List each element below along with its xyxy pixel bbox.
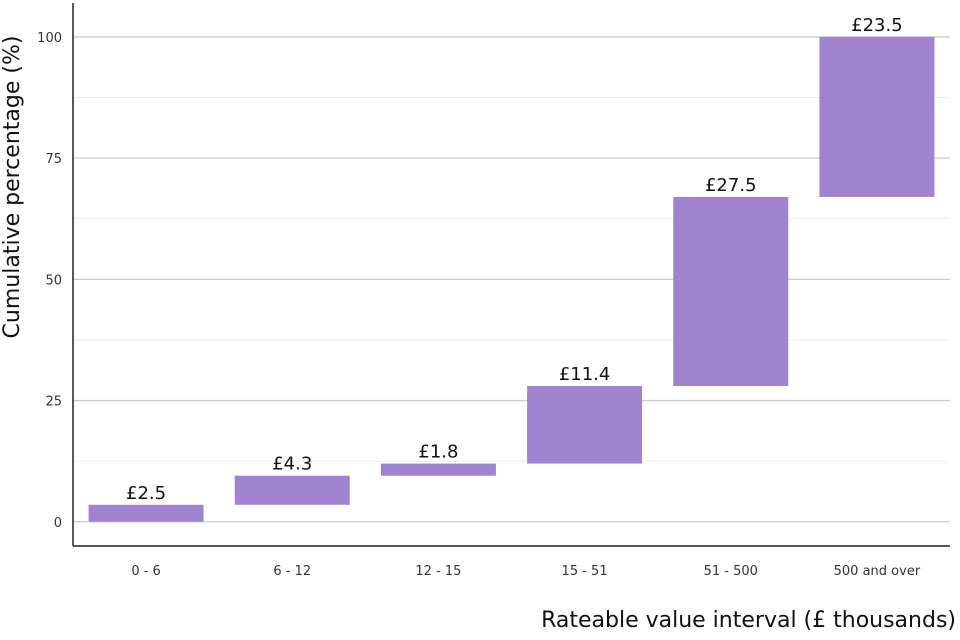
- bar-layer: [88, 36, 935, 522]
- y-tick-label: 50: [45, 273, 62, 288]
- bar-value-label: £11.4: [559, 364, 611, 385]
- x-axis-title: Rateable value interval (£ thousands): [541, 608, 956, 633]
- x-tick-label: 500 and over: [834, 564, 921, 579]
- bar: [527, 386, 643, 464]
- x-tick-label: 15 - 51: [562, 564, 608, 579]
- label-layer: £2.5 £4.3 £1.8 £11.4 £27.5 £23.5: [126, 15, 903, 504]
- bar-value-label: £4.3: [272, 454, 312, 475]
- bar: [88, 504, 204, 522]
- bar-value-label: £23.5: [851, 15, 903, 36]
- y-axis-title: Cumulative percentage (%): [0, 36, 25, 339]
- grid-layer: [73, 36, 950, 523]
- y-tick-label: 25: [45, 395, 62, 410]
- x-tick-label: 12 - 15: [415, 564, 461, 579]
- bar: [819, 36, 935, 197]
- y-tick-label: 75: [45, 152, 62, 167]
- bar-value-label: £27.5: [705, 175, 757, 196]
- x-tick-label: 51 - 500: [704, 564, 758, 579]
- bar: [673, 196, 789, 387]
- bar: [380, 463, 496, 476]
- x-tick-label: 6 - 12: [273, 564, 311, 579]
- bar-value-label: £1.8: [418, 442, 458, 463]
- bar-value-label: £2.5: [126, 483, 166, 504]
- x-tick-label: 0 - 6: [131, 564, 161, 579]
- y-tick-label: 100: [37, 31, 62, 46]
- bar: [234, 475, 350, 505]
- y-tick-label: 0: [54, 516, 62, 531]
- axis-layer: 0 25 50 75 100 0 - 6 6 - 12 12 - 15 15 - 51 51 - …: [37, 3, 950, 579]
